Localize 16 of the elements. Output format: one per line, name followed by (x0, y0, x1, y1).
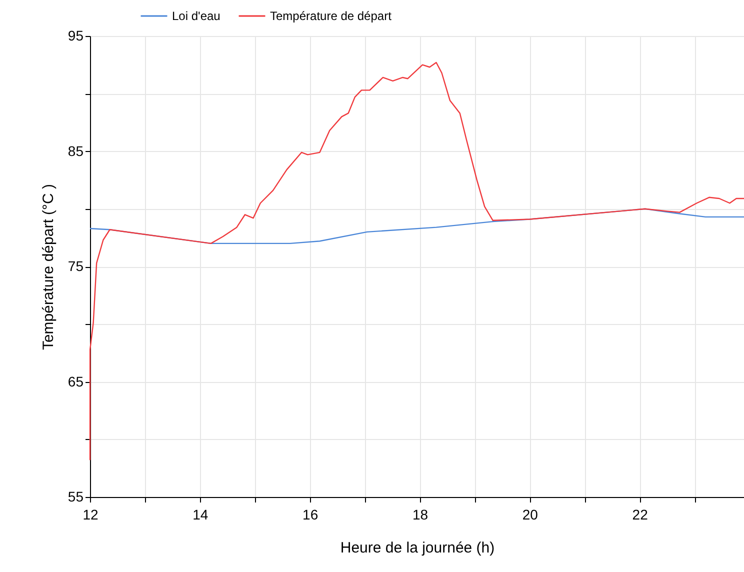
y-tick-label: 75 (68, 258, 84, 274)
legend-label: Loi d'eau (172, 9, 220, 23)
y-axis-title: Température départ (°C ) (40, 184, 57, 350)
x-tick-label: 12 (82, 506, 98, 522)
x-tick-label: 20 (522, 506, 538, 522)
x-tick-label: 22 (632, 506, 648, 522)
y-tick-label: 95 (68, 28, 84, 44)
x-axis-title: Heure de la journée (h) (340, 540, 495, 556)
x-tick-label: 16 (302, 506, 318, 522)
x-tick-label: 18 (412, 506, 428, 522)
y-tick-label: 65 (68, 373, 84, 390)
x-tick-label: 14 (192, 506, 208, 522)
legend-label: Température de départ (270, 9, 392, 23)
y-tick-label: 55 (68, 488, 84, 504)
line-series (89, 62, 744, 461)
y-tick-label: 85 (68, 142, 84, 159)
